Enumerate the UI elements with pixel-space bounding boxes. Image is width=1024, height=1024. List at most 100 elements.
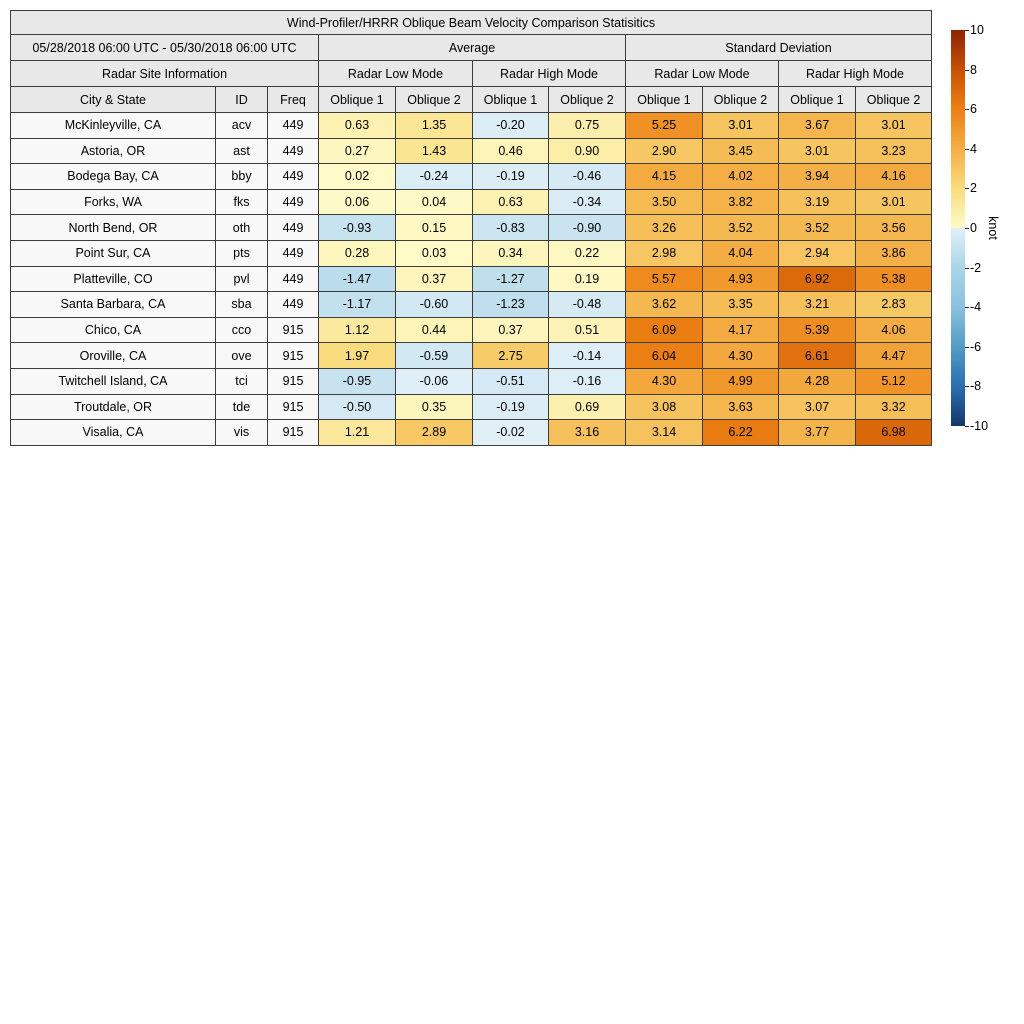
cell-city-state: Visalia, CA <box>10 419 216 446</box>
cell-value: 0.03 <box>395 239 473 267</box>
cell-value: 4.15 <box>625 163 703 190</box>
table-row: Chico, CA cco 915 1.12 0.44 0.37 0.51 6.09 4.17 5… <box>10 316 933 344</box>
cell-value: 0.63 <box>318 112 396 139</box>
cell-freq: 449 <box>267 137 319 165</box>
cell-freq: 449 <box>267 265 319 293</box>
table-row: Oroville, CA ove 915 1.97 -0.59 2.75 -0.14 6.04… <box>10 342 933 369</box>
cell-value: 4.17 <box>702 316 779 344</box>
table-row: Forks, WA fks 449 0.06 0.04 0.63 -0.34 3.50 3.82… <box>10 188 933 216</box>
cell-value: 2.89 <box>395 419 473 446</box>
cell-site-id: tci <box>215 367 268 395</box>
cell-value: 4.02 <box>702 163 779 190</box>
colorbar-tick-label: 4 <box>970 141 977 156</box>
cell-value: -0.16 <box>548 367 626 395</box>
cell-value: 3.62 <box>625 291 703 318</box>
cell-city-state: Twitchell Island, CA <box>10 367 216 395</box>
cell-value: 4.04 <box>702 239 779 267</box>
colorbar-tick-label: -4 <box>970 300 982 315</box>
colorbar-tick-label: 0 <box>970 221 977 235</box>
cell-city-state: Troutdale, OR <box>10 393 216 421</box>
cell-value: 3.45 <box>702 137 779 165</box>
cell-value: 0.37 <box>395 265 473 293</box>
column-header-oblique2: Oblique 2 <box>702 86 779 113</box>
cell-value: 4.28 <box>778 367 856 395</box>
cell-site-id: tde <box>215 393 268 421</box>
cell-value: 0.63 <box>472 188 549 216</box>
cell-freq: 449 <box>267 188 319 216</box>
cell-value: -0.34 <box>548 188 626 216</box>
cell-site-id: ove <box>215 342 268 369</box>
cell-value: 0.28 <box>318 239 396 267</box>
cell-city-state: Bodega Bay, CA <box>10 163 216 190</box>
cell-value: 0.15 <box>395 214 473 241</box>
column-header-oblique2: Oblique 2 <box>395 86 473 113</box>
cell-freq: 449 <box>267 214 319 241</box>
cell-value: -0.83 <box>472 214 549 241</box>
comparison-table: Wind-Profiler/HRRR Oblique Beam Velocity… <box>9 10 933 446</box>
cell-value: 3.50 <box>625 188 703 216</box>
cell-value: 3.82 <box>702 188 779 216</box>
column-header-oblique2: Oblique 2 <box>548 86 626 113</box>
cell-value: 3.63 <box>702 393 779 421</box>
cell-value: 4.47 <box>854 342 933 369</box>
cell-value: 5.39 <box>778 316 856 344</box>
colorbar-tick-mark <box>965 69 969 71</box>
table-title: Wind-Profiler/HRRR Oblique Beam Velocity… <box>9 10 933 35</box>
cell-value: 3.35 <box>702 291 779 318</box>
colorbar-tick-mark <box>965 307 969 309</box>
cell-city-state: Platteville, CO <box>10 265 216 293</box>
colorbar-tick-mark <box>965 188 969 190</box>
cell-value: 3.56 <box>854 214 933 241</box>
cell-value: -0.60 <box>395 291 473 318</box>
colorbar-tick-mark <box>965 386 969 388</box>
column-header-freq: Freq <box>267 86 319 113</box>
cell-value: 2.83 <box>854 291 933 318</box>
cell-value: 0.37 <box>472 316 549 344</box>
cell-freq: 915 <box>267 393 319 421</box>
cell-value: -0.14 <box>548 342 626 369</box>
column-header-city-state: City & State <box>10 86 216 113</box>
cell-value: 0.35 <box>395 393 473 421</box>
cell-value: 3.26 <box>625 214 703 241</box>
group-header-std-high-mode: Radar High Mode <box>777 60 933 87</box>
column-header-oblique2: Oblique 2 <box>854 86 933 113</box>
cell-value: 4.06 <box>854 316 933 344</box>
cell-value: 6.61 <box>778 342 856 369</box>
cell-site-id: ast <box>215 137 268 165</box>
group-header-average: Average <box>318 34 626 61</box>
table-row: North Bend, OR oth 449 -0.93 0.15 -0.83 -0.90 3… <box>10 214 933 241</box>
cell-value: -0.59 <box>395 342 473 369</box>
cell-value: 0.44 <box>395 316 473 344</box>
colorbar-tick-label: 10 <box>970 23 984 37</box>
cell-value: -0.90 <box>548 214 626 241</box>
group-header-avg-low-mode: Radar Low Mode <box>318 60 473 87</box>
cell-value: -0.48 <box>548 291 626 318</box>
cell-site-id: bby <box>215 163 268 190</box>
cell-value: 3.52 <box>778 214 856 241</box>
table-row: Troutdale, OR tde 915 -0.50 0.35 -0.19 0.69 3.0… <box>10 393 933 421</box>
cell-value: -0.50 <box>318 393 396 421</box>
cell-freq: 915 <box>267 316 319 344</box>
cell-value: 0.06 <box>318 188 396 216</box>
cell-value: 3.01 <box>854 188 933 216</box>
cell-freq: 449 <box>267 163 319 190</box>
cell-value: 3.07 <box>778 393 856 421</box>
cell-site-id: acv <box>215 112 268 139</box>
colorbar-tick-mark <box>965 30 969 31</box>
cell-site-id: fks <box>215 188 268 216</box>
colorbar-unit-label: knot <box>986 216 1000 240</box>
cell-value: -0.19 <box>472 393 549 421</box>
cell-value: -0.95 <box>318 367 396 395</box>
cell-value: 1.12 <box>318 316 396 344</box>
cell-value: 4.93 <box>702 265 779 293</box>
column-header-oblique1: Oblique 1 <box>625 86 703 113</box>
cell-value: -0.24 <box>395 163 473 190</box>
cell-value: 6.09 <box>625 316 703 344</box>
cell-value: -0.06 <box>395 367 473 395</box>
cell-value: 0.22 <box>548 239 626 267</box>
cell-value: -0.46 <box>548 163 626 190</box>
cell-value: 3.01 <box>854 112 933 139</box>
cell-value: 4.16 <box>854 163 933 190</box>
colorbar-tick-label: -8 <box>970 379 982 394</box>
cell-value: 4.30 <box>625 367 703 395</box>
